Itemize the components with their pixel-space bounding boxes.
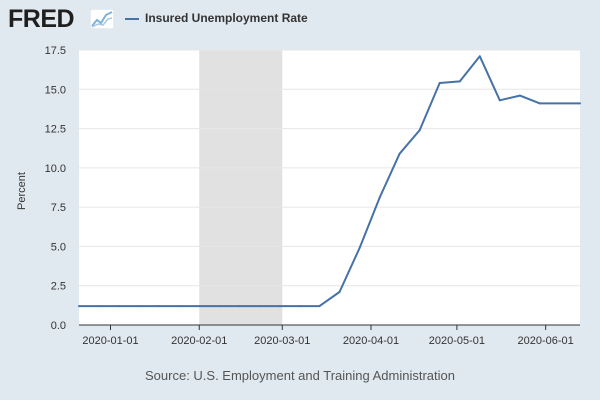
data-point[interactable] [98, 305, 101, 308]
x-tick-label: 2020-02-01 [171, 335, 227, 347]
data-point[interactable] [298, 305, 301, 308]
legend-swatch [125, 18, 139, 20]
data-point[interactable] [579, 102, 581, 105]
data-point[interactable] [478, 55, 481, 58]
fred-logo[interactable]: FRED [8, 5, 75, 33]
x-tick-label: 2020-03-01 [254, 335, 310, 347]
data-point[interactable] [358, 247, 361, 249]
data-point[interactable] [398, 152, 401, 155]
data-point[interactable] [78, 305, 80, 308]
data-point[interactable] [558, 102, 561, 105]
x-tick-label: 2020-06-01 [518, 335, 574, 347]
series-line-insured-unemployment-rate[interactable] [79, 55, 580, 308]
y-tick-label: 2.5 [51, 281, 66, 293]
y-tick-label: 12.5 [45, 124, 66, 136]
data-point[interactable] [498, 99, 501, 102]
recession-shade [199, 50, 283, 325]
data-point[interactable] [158, 305, 161, 308]
data-point[interactable] [438, 82, 441, 84]
chart-header: FRED Insured Unemployment Rate [0, 0, 600, 40]
data-point[interactable] [278, 305, 281, 308]
y-axis-label: Percent [16, 172, 28, 210]
data-point[interactable] [418, 129, 421, 132]
x-tick-label: 2020-01-01 [82, 335, 138, 347]
data-point[interactable] [258, 305, 261, 308]
data-point[interactable] [378, 196, 381, 199]
data-point[interactable] [458, 80, 461, 83]
data-point[interactable] [218, 305, 221, 308]
y-tick-label: 15.0 [45, 84, 66, 96]
source-note: Source: U.S. Employment and Training Adm… [145, 368, 455, 383]
data-point[interactable] [118, 305, 121, 308]
trend-graph-icon [90, 9, 114, 29]
y-tick-label: 5.0 [51, 241, 66, 253]
plot-area [79, 50, 580, 325]
y-tick-label: 0.0 [51, 320, 66, 332]
data-point[interactable] [338, 291, 341, 293]
data-point[interactable] [518, 94, 521, 97]
data-point[interactable] [138, 305, 141, 308]
y-tick-label: 17.5 [45, 45, 66, 57]
data-point[interactable] [238, 305, 241, 308]
data-point[interactable] [538, 102, 541, 105]
x-tick-label: 2020-04-01 [343, 335, 399, 347]
data-point[interactable] [318, 305, 321, 308]
data-point[interactable] [198, 305, 201, 308]
x-tick-label: 2020-05-01 [429, 335, 485, 347]
legend-label[interactable]: Insured Unemployment Rate [145, 11, 308, 25]
y-tick-label: 7.5 [51, 202, 66, 214]
y-tick-label: 10.0 [45, 163, 66, 175]
data-point[interactable] [178, 305, 181, 308]
